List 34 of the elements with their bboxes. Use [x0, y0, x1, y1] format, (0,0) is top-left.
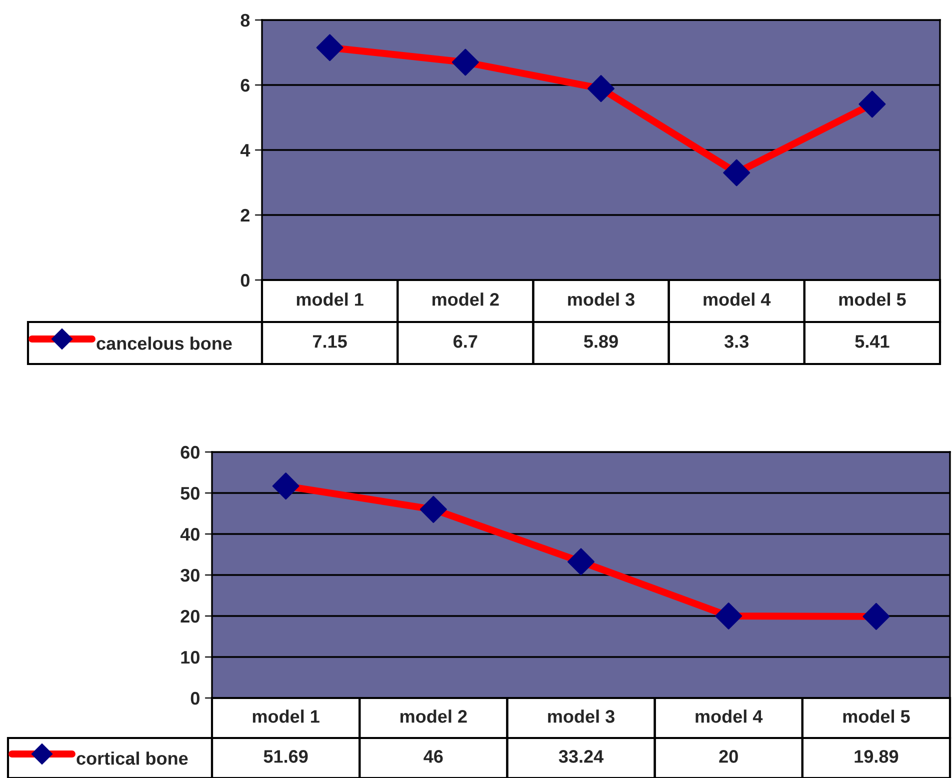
data-label: 51.69 — [264, 750, 308, 763]
data-label: 3.3 — [724, 335, 748, 348]
y-tick-label: 0 — [190, 692, 200, 705]
y-tick-label: 40 — [180, 528, 200, 541]
legend-label: cancelous bone — [96, 336, 232, 350]
data-label: 33.24 — [558, 750, 604, 763]
y-tick-label: 6 — [240, 78, 250, 92]
data-label: 46 — [424, 750, 443, 763]
x-tick-label: model 3 — [548, 710, 614, 723]
data-label: 5.41 — [855, 335, 890, 348]
y-tick-label: 10 — [181, 650, 200, 664]
y-tick-label: 30 — [180, 568, 200, 582]
y-tick-label: 60 — [180, 446, 200, 459]
x-tick-label: model 5 — [843, 710, 910, 723]
data-label: 6.7 — [454, 335, 478, 348]
y-tick-label: 0 — [240, 274, 250, 287]
x-tick-label: model 3 — [568, 292, 634, 306]
x-tick-label: model 2 — [432, 292, 499, 306]
y-tick-label: 2 — [240, 208, 250, 222]
y-tick-label: 50 — [180, 486, 200, 500]
data-label: 19.89 — [854, 750, 898, 763]
x-tick-label: model 2 — [400, 710, 467, 723]
y-tick-label: 8 — [240, 14, 250, 27]
x-tick-label: model 4 — [704, 292, 771, 306]
x-tick-label: model 4 — [696, 710, 763, 723]
data-label: 20 — [719, 750, 738, 763]
data-label: 7.15 — [313, 335, 347, 348]
x-tick-label: model 5 — [839, 292, 906, 306]
y-tick-label: 4 — [240, 144, 250, 157]
x-tick-label: model 1 — [296, 292, 364, 306]
y-tick-label: 20 — [180, 610, 200, 623]
data-label: 5.89 — [584, 335, 618, 348]
legend-label: cortical bone — [76, 752, 188, 765]
x-tick-label: model 1 — [252, 710, 320, 723]
